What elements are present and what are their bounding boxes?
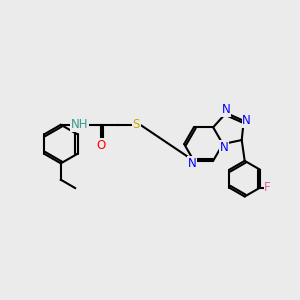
Text: N: N [220,140,229,154]
Text: N: N [242,114,251,127]
Text: N: N [188,157,197,170]
Text: N: N [222,103,230,116]
Text: F: F [264,181,271,194]
Text: NH: NH [70,118,88,131]
Text: O: O [96,139,105,152]
Text: S: S [133,118,140,131]
